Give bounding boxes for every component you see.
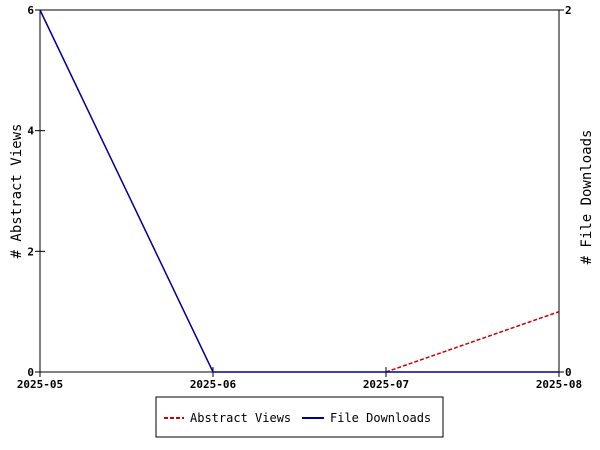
y-right-tick-label: 2 — [565, 4, 572, 17]
y-left-tick-label: 6 — [27, 4, 34, 17]
y-left-tick-label: 4 — [27, 125, 34, 138]
plot-area — [39, 9, 560, 373]
legend-label-file-downloads: File Downloads — [330, 411, 431, 425]
x-tick-label: 2025-05 — [17, 378, 63, 391]
x-tick-label: 2025-06 — [190, 378, 237, 391]
legend-box — [155, 396, 444, 438]
y-axis-right-label: # File Downloads — [579, 130, 595, 265]
y-axis-left-label: # Abstract Views — [9, 124, 25, 259]
x-tick-label: 2025-07 — [363, 378, 409, 391]
y-right-tick-label: 0 — [565, 366, 572, 379]
legend-label-abstract-views: Abstract Views — [190, 411, 291, 425]
series-line-abstract-views — [385, 310, 560, 373]
x-tick-label: 2025-08 — [536, 378, 582, 391]
series-line-file-downloads — [39, 9, 559, 373]
legend: Abstract Views File Downloads — [155, 396, 444, 438]
y-left-tick-label: 2 — [27, 245, 34, 258]
y-left-tick-label: 0 — [27, 366, 34, 379]
